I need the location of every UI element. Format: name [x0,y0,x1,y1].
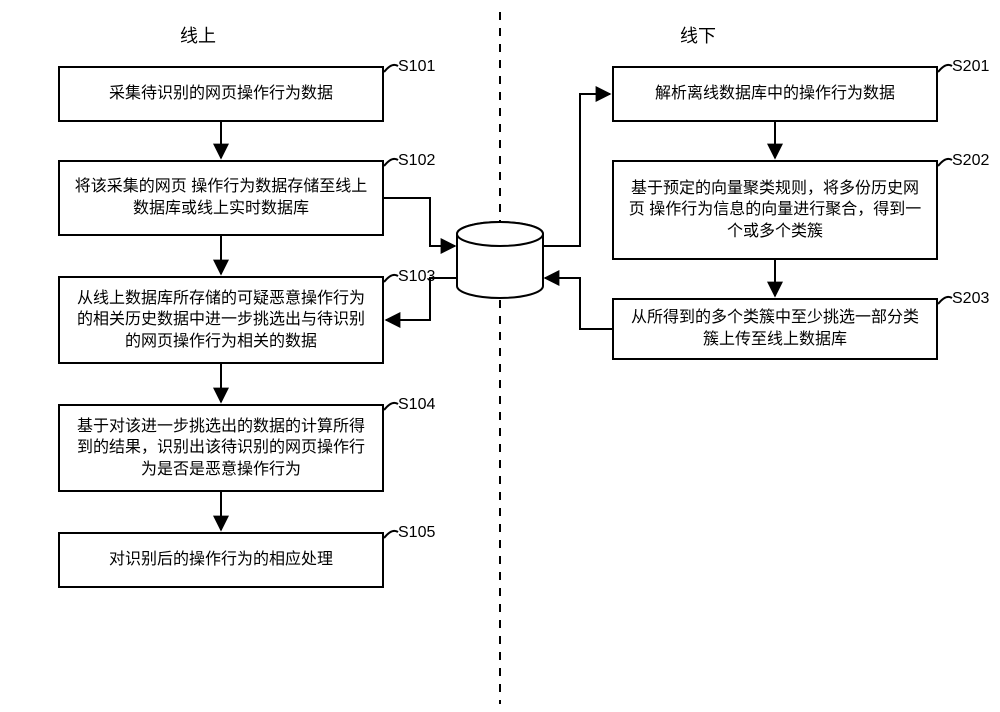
label-s105: S105 [398,524,435,542]
node-s102: 将该采集的网页 操作行为数据存储至线上数据库或线上实时数据库 [58,160,384,236]
node-s102-text: 将该采集的网页 操作行为数据存储至线上数据库或线上实时数据库 [70,176,372,219]
node-s101-text: 采集待识别的网页操作行为数据 [109,83,333,105]
section-title-offline: 线下 [680,22,716,48]
label-s104: S104 [398,396,435,414]
node-s203-text: 从所得到的多个类簇中至少挑选一部分类簇上传至线上数据库 [624,307,926,350]
node-s105: 对识别后的操作行为的相应处理 [58,532,384,588]
node-s105-text: 对识别后的操作行为的相应处理 [109,549,333,571]
node-s201: 解析离线数据库中的操作行为数据 [612,66,938,122]
label-s102: S102 [398,152,435,170]
label-s202: S202 [952,152,989,170]
label-s101: S101 [398,58,435,76]
node-s104-text: 基于对该进一步挑选出的数据的计算所得到的结果，识别出该待识别的网页操作行为是否是… [70,416,372,481]
node-s101: 采集待识别的网页操作行为数据 [58,66,384,122]
node-s201-text: 解析离线数据库中的操作行为数据 [655,83,895,105]
label-s201: S201 [952,58,989,76]
flowchart-canvas: 线上 线下 采集待识别的网页操作行为数据 S101 将该采集的网页 操作行为数据… [0,0,1000,712]
label-s103: S103 [398,268,435,286]
database-label: 线上数据库 [457,252,543,273]
label-s203: S203 [952,290,989,308]
section-title-online: 线上 [180,22,216,48]
node-s103: 从线上数据库所存储的可疑恶意操作行为的相关历史数据中进一步挑选出与待识别的网页操… [58,276,384,364]
node-s203: 从所得到的多个类簇中至少挑选一部分类簇上传至线上数据库 [612,298,938,360]
node-s202: 基于预定的向量聚类规则，将多份历史网页 操作行为信息的向量进行聚合，得到一个或多… [612,160,938,260]
node-s202-text: 基于预定的向量聚类规则，将多份历史网页 操作行为信息的向量进行聚合，得到一个或多… [624,178,926,243]
node-s104: 基于对该进一步挑选出的数据的计算所得到的结果，识别出该待识别的网页操作行为是否是… [58,404,384,492]
node-s103-text: 从线上数据库所存储的可疑恶意操作行为的相关历史数据中进一步挑选出与待识别的网页操… [70,288,372,353]
